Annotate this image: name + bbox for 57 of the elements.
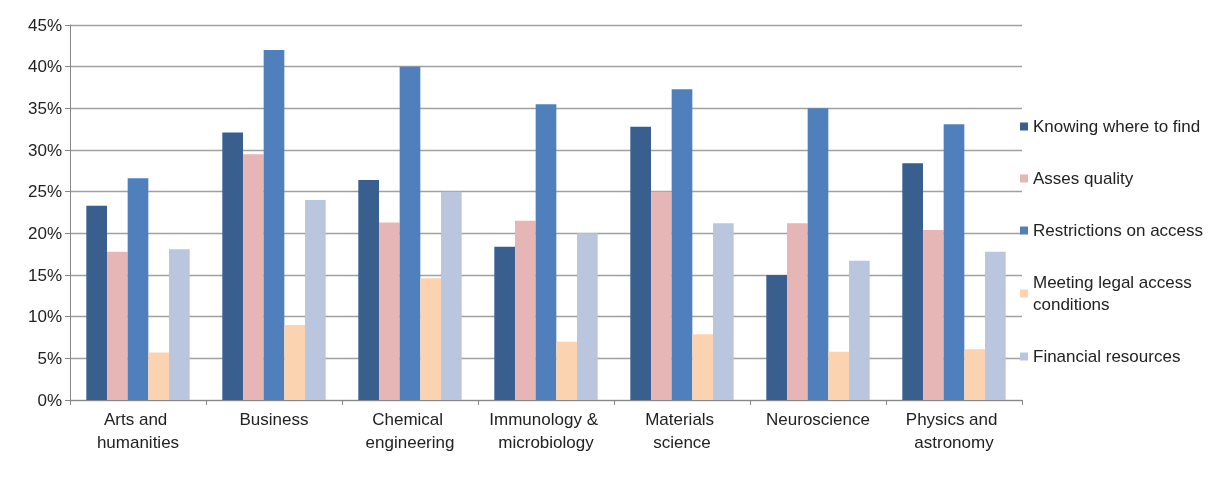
x-tick-label: Arts and humanities [96,410,180,452]
x-tick-label: Materials science [645,410,719,452]
bar [494,246,515,400]
bar [671,89,693,400]
bar [106,251,128,400]
y-tick-label: 30% [27,140,62,160]
y-tick-label: 40% [27,57,62,77]
bar [514,220,536,400]
bar [943,124,965,400]
x-tick-label: Neuroscience [766,410,870,429]
bar [556,341,578,400]
y-tick-label: 10% [27,307,62,327]
bar [692,334,714,400]
y-tick-label: 45% [27,15,62,35]
bar [169,249,190,400]
bar [964,349,986,400]
y-tick-label: 20% [27,223,62,243]
legend-label: Restrictions on access [1033,221,1204,240]
bar [399,66,421,400]
x-tick-label: Immunology & microbiology [489,410,603,452]
y-tick-label: 5% [37,348,62,368]
bar [284,325,306,400]
bar [242,154,264,400]
bar [713,223,734,400]
x-tick-label: Business [239,410,309,429]
bar [902,163,923,400]
bar [420,278,442,400]
y-tick-label: 25% [27,182,62,202]
bar [441,191,462,400]
legend-label: Meeting legal access conditions [1033,273,1197,314]
bar [305,200,326,400]
bar [535,104,557,400]
bar [222,132,243,400]
bar [86,205,107,400]
bar [849,260,870,400]
legend-label: Knowing where to find [1033,117,1201,136]
x-tick-label: Chemical engineering [365,410,455,452]
y-tick-label: 15% [27,265,62,285]
bar [378,222,400,400]
legend-label: Financial resources [1033,347,1181,366]
bar [650,191,672,400]
bar [922,230,944,400]
bar [263,50,285,400]
bar [148,352,170,400]
bar [786,223,808,400]
bar [577,233,598,400]
x-tick-label: Physics and astronomy [905,410,1003,452]
bar [766,275,787,400]
bar [127,178,149,400]
y-tick-label: 0% [37,390,62,410]
y-tick-label: 35% [27,98,62,118]
bar [985,251,1006,400]
legend-label: Asses quality [1033,169,1134,188]
bar [630,126,651,400]
bar [358,180,379,400]
bar [828,351,850,400]
bar [807,108,829,400]
